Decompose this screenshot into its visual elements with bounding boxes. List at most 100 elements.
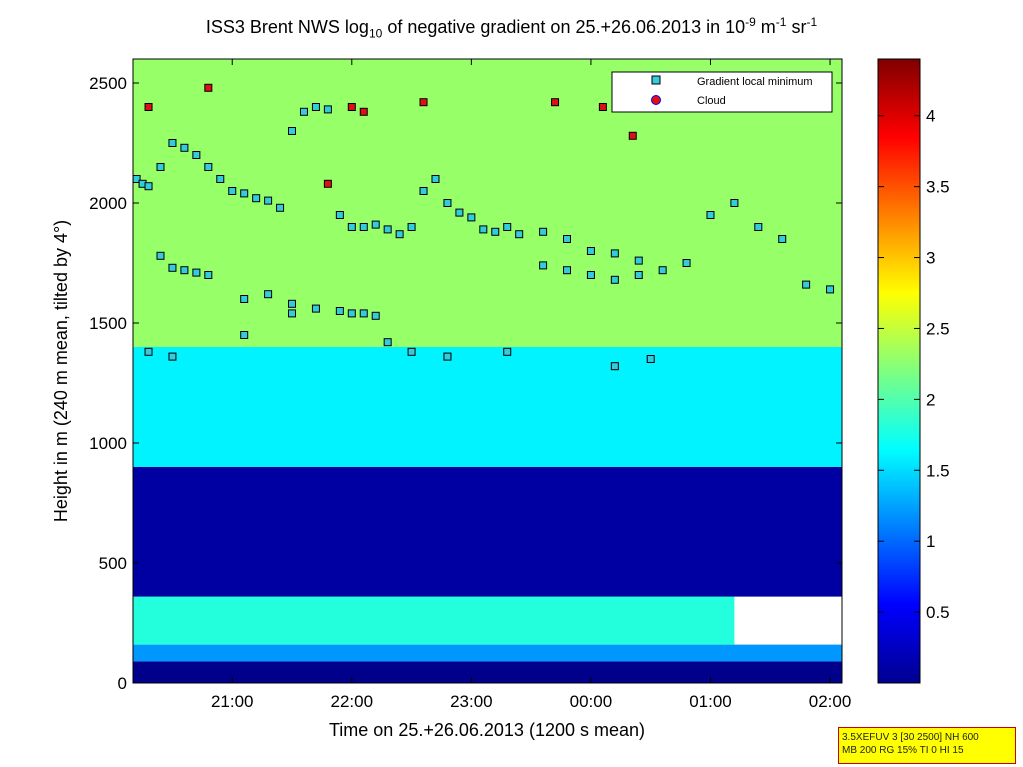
cloud-marker [628, 131, 637, 140]
cloud-marker [598, 103, 607, 111]
gradient-min-marker [539, 261, 548, 270]
gradient-min-marker [335, 211, 344, 219]
gradient-min-marker [395, 230, 404, 239]
heatmap-layer-0 [133, 661, 842, 683]
gradient-min-marker [240, 189, 249, 198]
gradient-min-marker [383, 225, 392, 234]
cloud-marker [551, 98, 560, 107]
x-tick-label: 01:00 [689, 692, 732, 711]
heatmap-layer-4 [133, 347, 842, 467]
gradient-min-marker [503, 223, 512, 231]
cloud-marker [323, 179, 332, 188]
gradient-min-marker [240, 295, 249, 303]
colorbar-gradient [877, 58, 921, 684]
gradient-min-marker [156, 251, 165, 260]
plot-frame [132, 58, 843, 684]
x-axis-label: Time on 25.+26.06.2013 (1200 s mean) [329, 720, 645, 740]
legend-label-gradient-min: Gradient local minimum [697, 76, 813, 88]
gradient-min-marker [299, 107, 308, 116]
parameter-info-line-2: MB 200 RG 15% TI 0 HI 15 [842, 745, 964, 756]
gradient-min-marker [347, 223, 356, 231]
gradient-min-marker [419, 187, 428, 195]
cloud-marker [204, 83, 213, 92]
colorbar-tick-label: 2.5 [926, 319, 950, 338]
heatmap-layer-3 [133, 467, 842, 597]
gradient-min-marker [168, 139, 177, 147]
cloud-marker [347, 103, 356, 111]
gradient-min-marker [706, 211, 715, 219]
gradient-min-marker [491, 227, 500, 236]
gradient-min-marker [479, 225, 488, 234]
gradient-min-marker [586, 271, 595, 279]
gradient-min-marker [359, 223, 368, 231]
legend: Gradient local minimum Cloud [611, 71, 833, 113]
gradient-min-marker [431, 175, 440, 183]
gradient-min-marker [407, 347, 416, 356]
cloud-marker [359, 107, 368, 116]
y-tick-label: 1000 [89, 434, 127, 453]
gradient-min-marker [168, 263, 177, 272]
parameter-info-box: 3.5XEFUV 3 [30 2500] NH 600 MB 200 RG 15… [838, 727, 1016, 764]
gradient-min-marker [264, 290, 273, 299]
legend-marker-gradient-min [651, 75, 661, 85]
y-tick-label: 2000 [89, 194, 127, 213]
y-tick-label: 0 [118, 674, 127, 693]
colorbar-tick-label: 3.5 [926, 178, 950, 197]
gradient-min-marker [288, 127, 297, 135]
gradient-min-marker [407, 223, 416, 231]
gradient-min-marker [634, 256, 643, 265]
gradient-min-marker [467, 213, 476, 222]
gradient-min-marker [371, 220, 380, 229]
gradient-min-marker [563, 235, 572, 243]
gradient-min-marker [192, 151, 201, 159]
x-tick-label: 22:00 [331, 692, 374, 711]
colorbar: 0.5 1 1.5 2 2.5 3 3.5 4 [877, 58, 950, 684]
parameter-info-line-1: 3.5XEFUV 3 [30 2500] NH 600 [842, 732, 979, 743]
y-axis-label: Height in m (240 m mean, tilted by 4°) [51, 220, 71, 522]
gradient-min-marker [610, 249, 619, 258]
legend-marker-cloud [651, 95, 661, 105]
gradient-min-marker [515, 230, 524, 239]
gradient-min-marker [216, 175, 225, 183]
legend-label-cloud: Cloud [697, 95, 726, 107]
colorbar-tick-label: 1 [926, 532, 935, 551]
legend-box [611, 71, 833, 113]
gradient-min-marker [503, 347, 512, 356]
gradient-min-marker [754, 223, 763, 231]
colorbar-tick-label: 4 [926, 107, 935, 126]
x-axis: 21:00 22:00 23:00 00:00 01:00 02:00 [211, 59, 851, 711]
gradient-min-marker [610, 362, 619, 371]
y-axis: 0 500 1000 1500 2000 2500 [89, 74, 842, 693]
x-tick-label: 02:00 [809, 692, 852, 711]
heatmap-layer-1 [133, 644, 842, 662]
colorbar-tick-label: 2 [926, 390, 935, 409]
colorbar-tick-label: 3 [926, 249, 935, 268]
gradient-min-marker [144, 347, 153, 356]
gradient-min-marker [730, 199, 739, 207]
gradient-min-marker [228, 187, 237, 195]
heatmap-layer-2 [133, 596, 735, 645]
x-tick-label: 00:00 [570, 692, 613, 711]
gradient-min-marker [347, 309, 356, 318]
x-tick-label: 21:00 [211, 692, 254, 711]
gradient-min-marker [610, 275, 619, 284]
gradient-min-marker [826, 285, 835, 294]
gradient-min-marker [563, 266, 572, 275]
gradient-min-marker [383, 338, 392, 347]
cloud-marker [419, 98, 428, 107]
gradient-min-marker [539, 227, 548, 236]
gradient-min-marker [443, 199, 452, 207]
gradient-min-marker [252, 194, 261, 203]
x-tick-label: 23:00 [450, 692, 493, 711]
gradient-min-marker [288, 309, 297, 318]
y-tick-label: 1500 [89, 314, 127, 333]
gradient-min-marker [276, 203, 285, 212]
gradient-min-marker [144, 182, 153, 191]
gradient-min-marker [634, 271, 643, 279]
gradient-min-marker [323, 105, 332, 114]
colorbar-ticks: 0.5 1 1.5 2 2.5 3 3.5 4 [878, 107, 950, 622]
gradient-min-marker [658, 266, 667, 275]
gradient-min-marker [264, 196, 273, 205]
gradient-min-marker [180, 266, 189, 275]
